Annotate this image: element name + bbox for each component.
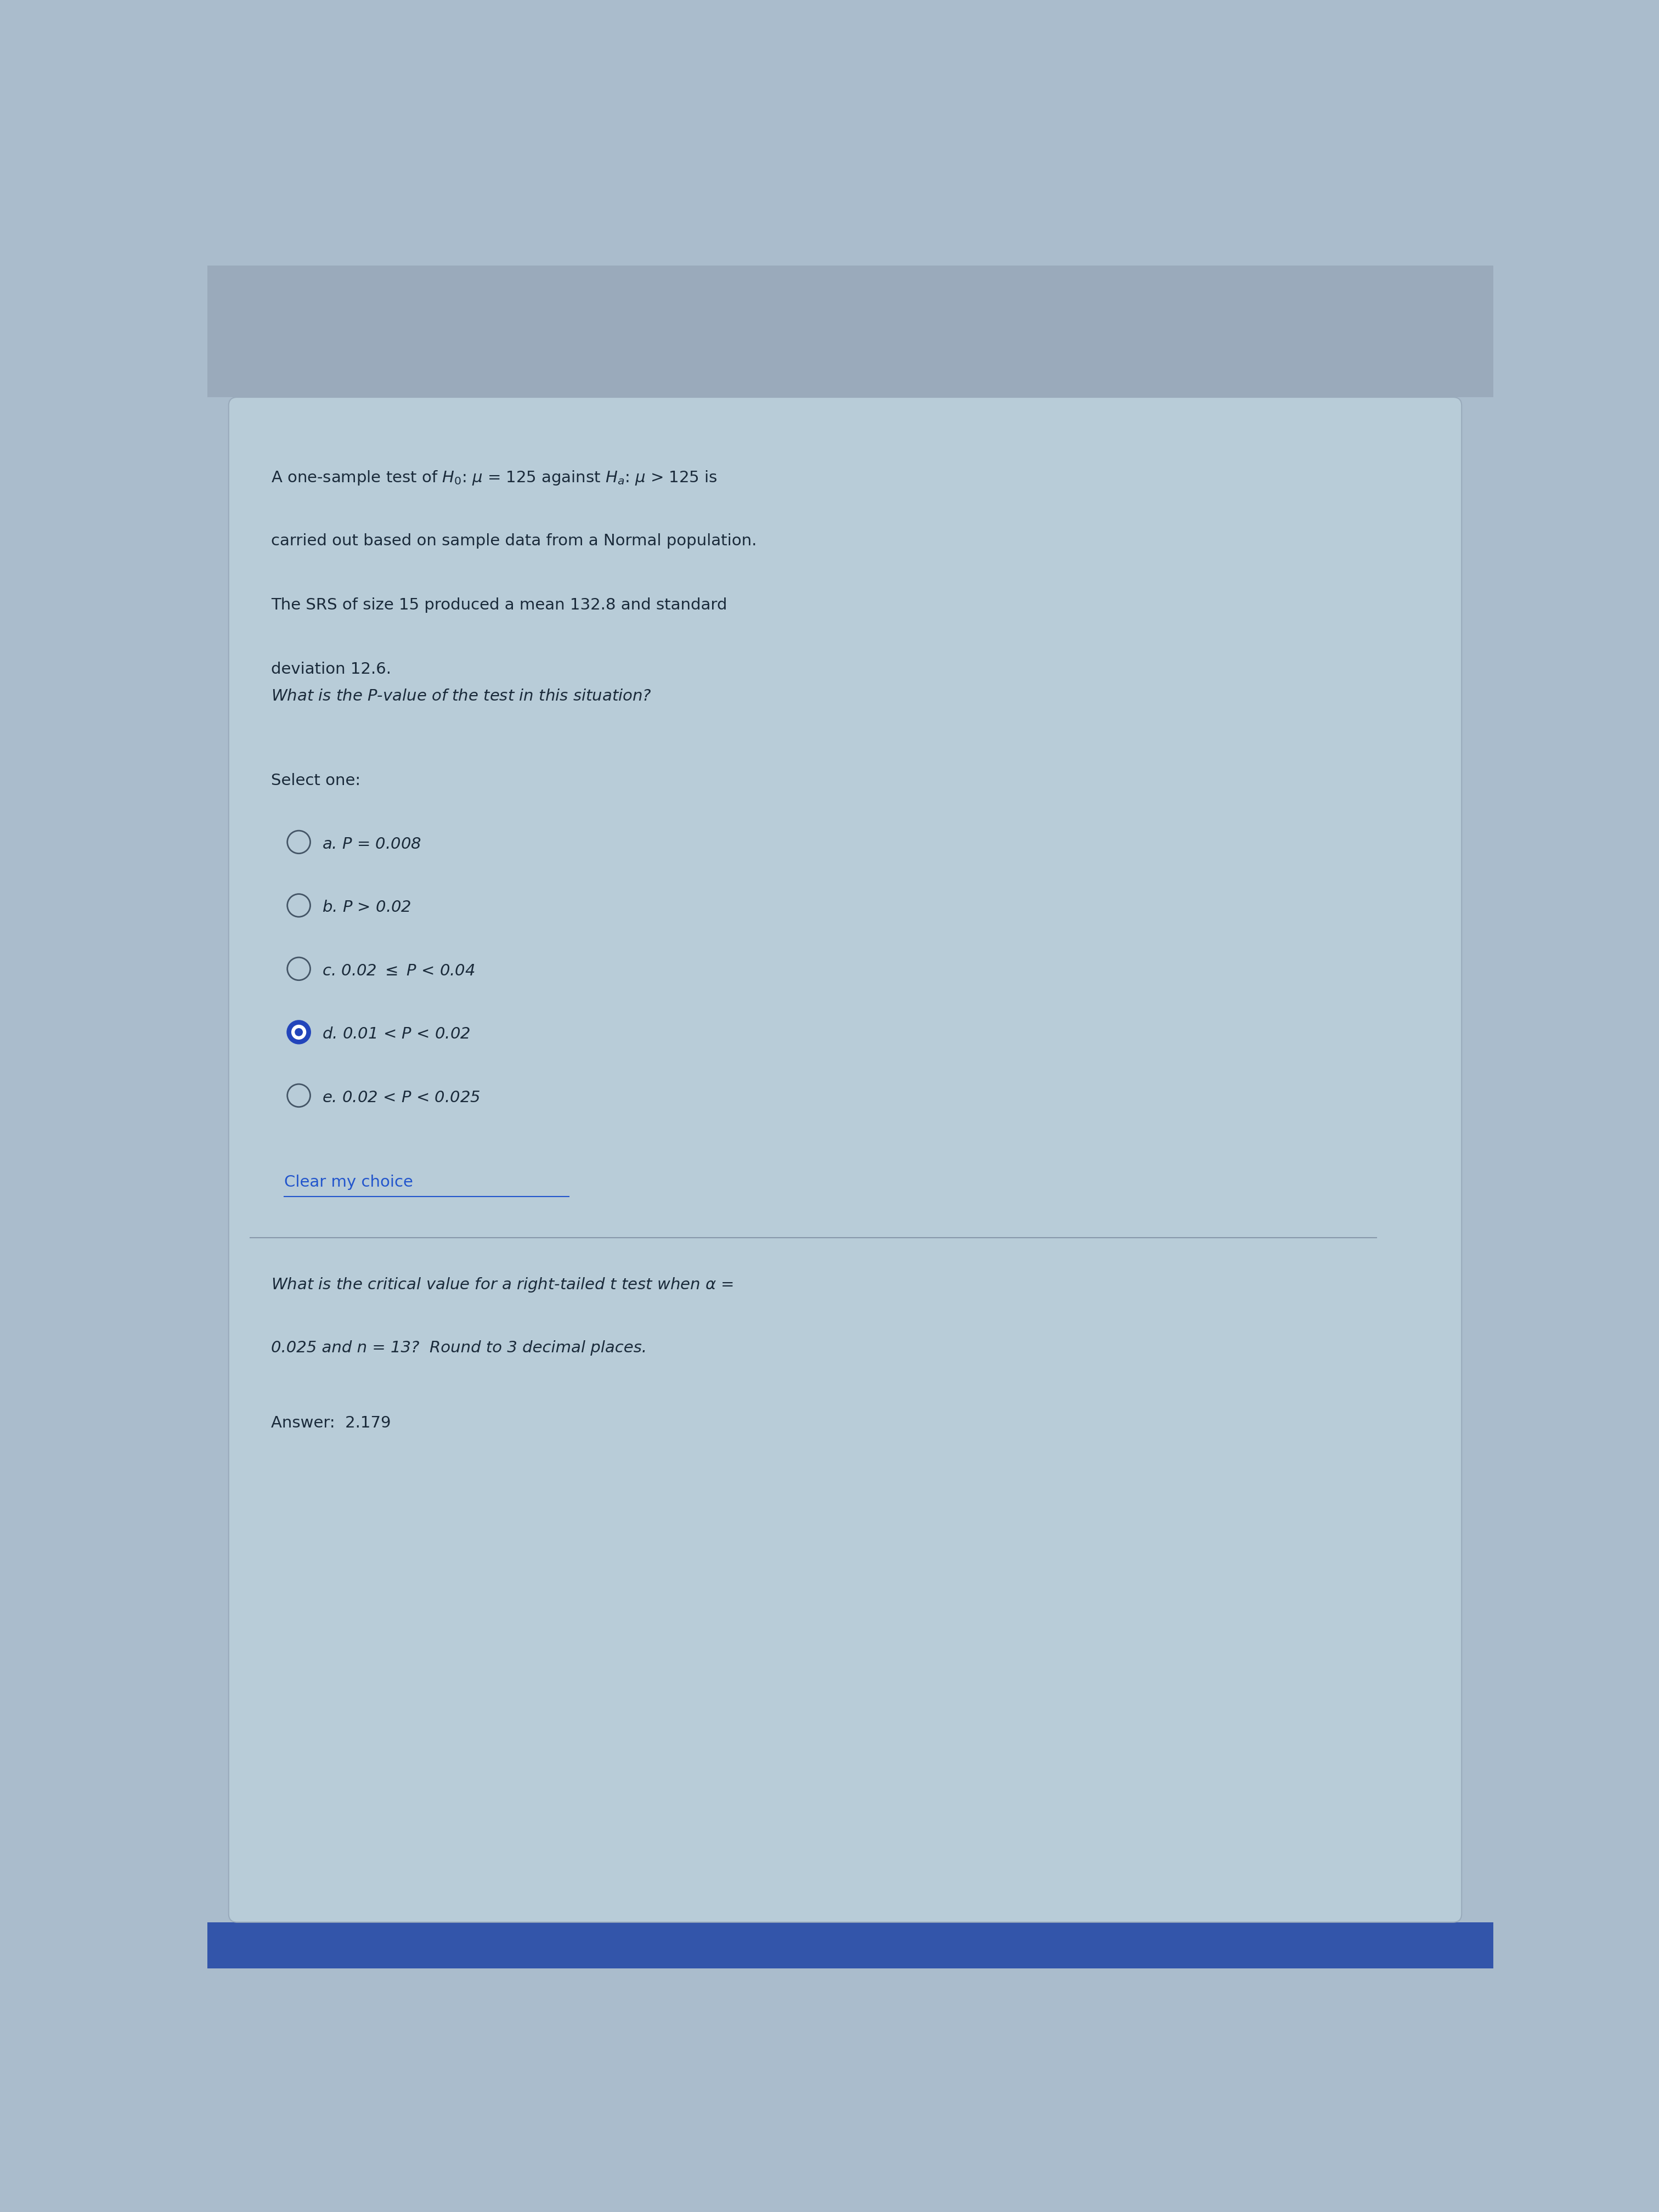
Circle shape (292, 1024, 305, 1040)
Text: 0.025 and n = 13?  Round to 3 decimal places.: 0.025 and n = 13? Round to 3 decimal pla… (270, 1340, 647, 1356)
Text: b. $P$ > 0.02: b. $P$ > 0.02 (322, 900, 411, 916)
FancyBboxPatch shape (229, 398, 1462, 1922)
Text: c. 0.02 $\leq$ $P$ < 0.04: c. 0.02 $\leq$ $P$ < 0.04 (322, 962, 474, 978)
Bar (207, 265, 1493, 398)
Text: a. $P$ = 0.008: a. $P$ = 0.008 (322, 836, 421, 852)
Text: Answer:  2.179: Answer: 2.179 (270, 1416, 392, 1431)
Text: What is the critical value for a right-tailed $t$ test when $\alpha$ =: What is the critical value for a right-t… (270, 1276, 733, 1294)
Text: Clear my choice: Clear my choice (284, 1175, 413, 1190)
Text: What is the $P$-value of the test in this situation?: What is the $P$-value of the test in thi… (270, 688, 652, 703)
Text: Select one:: Select one: (270, 774, 360, 787)
Text: A one-sample test of $H_0$: $\mu$ = 125 against $H_a$: $\mu$ > 125 is: A one-sample test of $H_0$: $\mu$ = 125 … (270, 469, 718, 487)
Circle shape (287, 1020, 310, 1044)
Text: carried out based on sample data from a Normal population.: carried out based on sample data from a … (270, 533, 757, 549)
Text: The SRS of size 15 produced a mean 132.8 and standard: The SRS of size 15 produced a mean 132.8… (270, 597, 727, 613)
Bar (207, 1922, 1493, 1969)
Circle shape (295, 1029, 302, 1035)
Text: d. 0.01 < $P$ < 0.02: d. 0.01 < $P$ < 0.02 (322, 1026, 471, 1042)
Text: e. 0.02 < $P$ < 0.025: e. 0.02 < $P$ < 0.025 (322, 1091, 481, 1106)
Text: deviation 12.6.: deviation 12.6. (270, 661, 392, 677)
